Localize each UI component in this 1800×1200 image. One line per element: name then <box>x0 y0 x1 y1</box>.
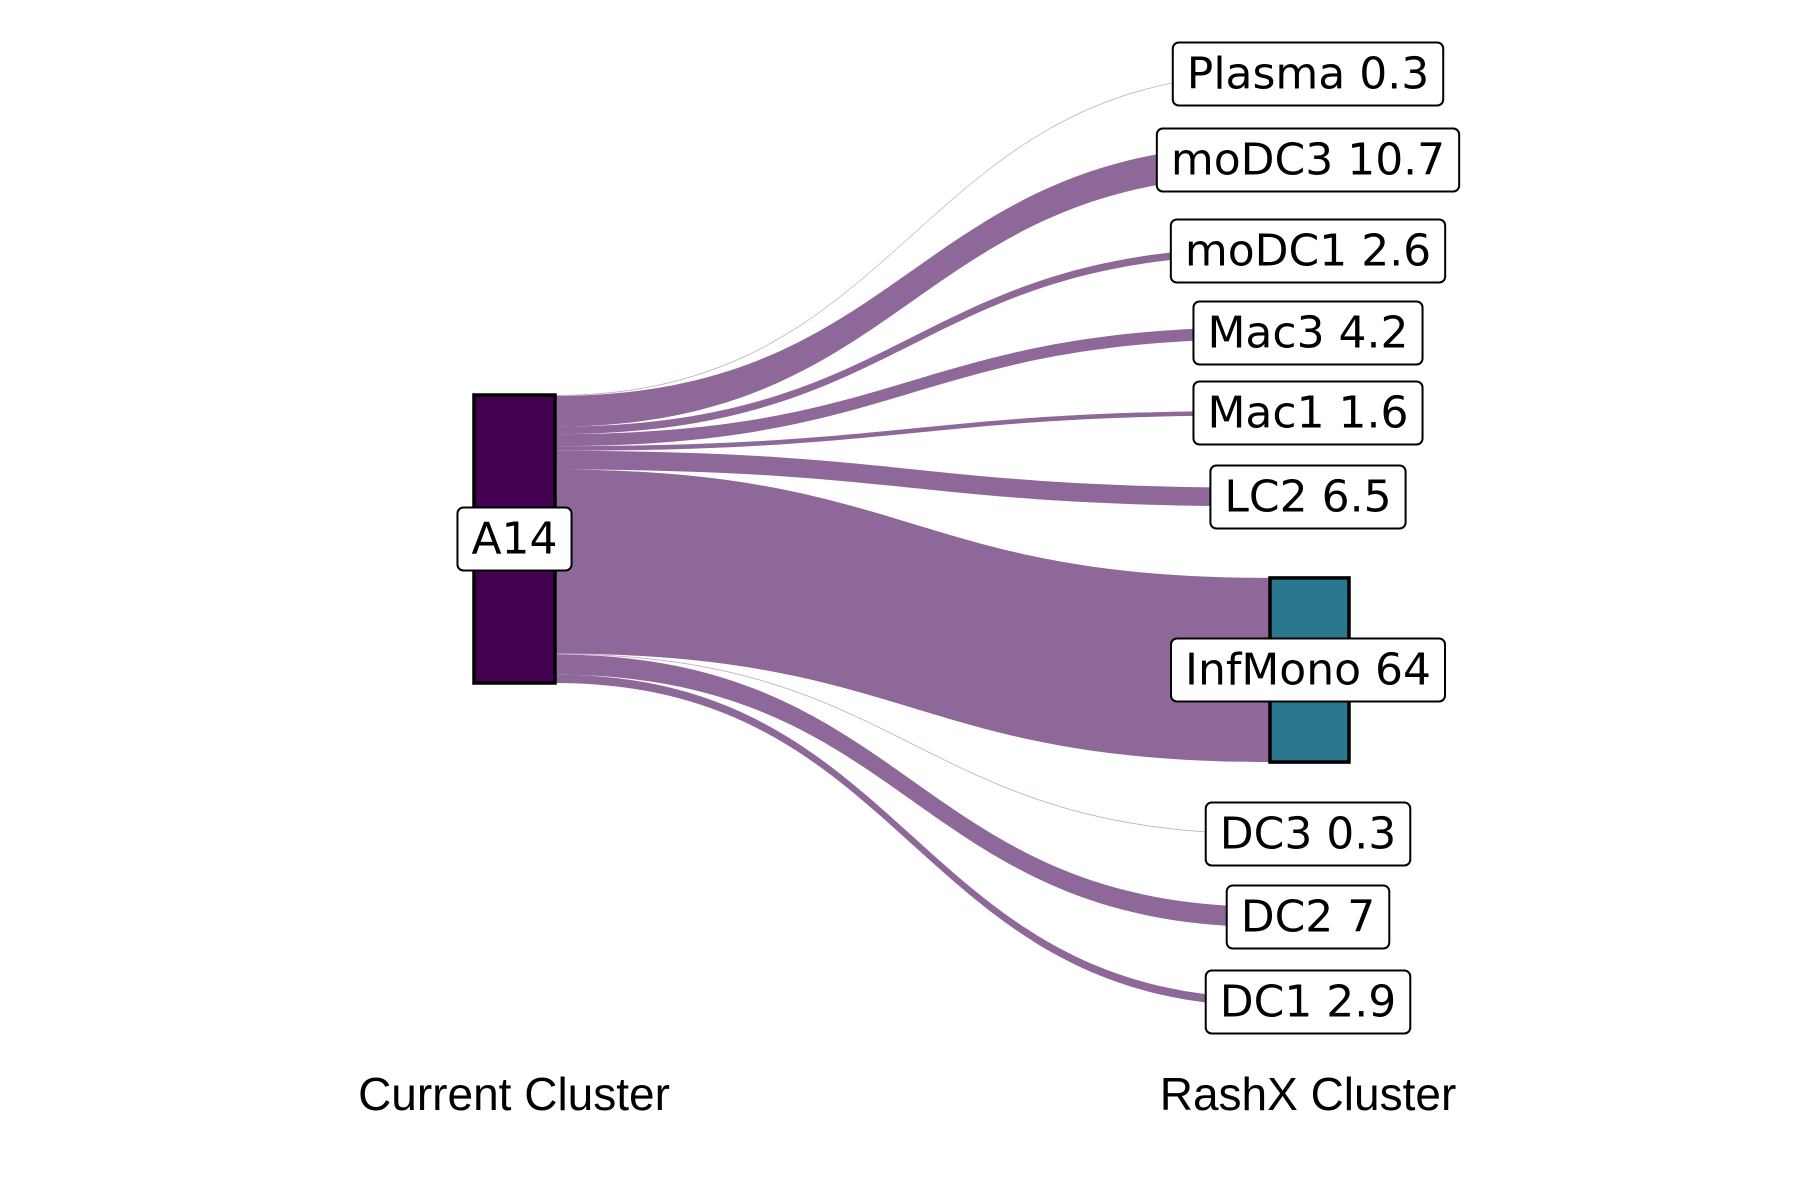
label-dc1-box <box>1204 969 1412 1035</box>
label-modc1: moDC1 2.6 <box>1169 218 1447 284</box>
axis-label-rashx-cluster: RashX Cluster <box>1160 1068 1457 1120</box>
flow-modc1 <box>555 247 1270 435</box>
label-modc3: moDC3 10.7 <box>1155 127 1461 193</box>
label-modc3-text: moDC3 10.7 <box>1171 135 1445 186</box>
label-mac3: Mac3 4.2 <box>1192 300 1424 366</box>
flow-dc3 <box>555 653 1270 835</box>
label-modc1-box <box>1169 218 1447 284</box>
label-plasma-box <box>1171 41 1445 107</box>
flow-mac1 <box>555 410 1270 451</box>
label-dc1-text: DC1 2.9 <box>1220 977 1397 1028</box>
flow-plasma <box>555 73 1270 396</box>
label-plasma-text: Plasma 0.3 <box>1187 49 1429 100</box>
label-lc2-text: LC2 6.5 <box>1224 472 1391 523</box>
label-dc3: DC3 0.3 <box>1204 801 1412 867</box>
label-dc2-box <box>1225 884 1391 950</box>
label-infmono-box <box>1169 637 1447 703</box>
label-dc3-box <box>1204 801 1412 867</box>
label-mac1: Mac1 1.6 <box>1192 380 1424 446</box>
label-modc3-box <box>1155 127 1461 193</box>
flow-lc2 <box>555 450 1270 507</box>
label-a14-text: A14 <box>471 514 557 565</box>
label-a14: A14 <box>456 506 573 572</box>
label-dc2-text: DC2 7 <box>1241 892 1376 943</box>
flow-mac3 <box>555 326 1270 447</box>
label-dc2: DC2 7 <box>1225 884 1391 950</box>
label-mac3-text: Mac3 4.2 <box>1207 308 1408 359</box>
flow-dc2 <box>555 654 1270 928</box>
label-lc2: LC2 6.5 <box>1209 464 1407 530</box>
label-modc1-text: moDC1 2.6 <box>1185 226 1431 277</box>
label-dc1: DC1 2.9 <box>1204 969 1412 1035</box>
label-mac1-box <box>1192 380 1424 446</box>
label-a14-box <box>456 506 573 572</box>
label-lc2-box <box>1209 464 1407 530</box>
label-mac3-box <box>1192 300 1424 366</box>
label-plasma: Plasma 0.3 <box>1171 41 1445 107</box>
label-mac1-text: Mac1 1.6 <box>1207 388 1408 439</box>
flow-infmono <box>555 469 1270 763</box>
label-group: A14 Plasma 0.3 moDC3 10.7 moDC1 2.6 Mac3 4.2… <box>456 41 1461 1035</box>
label-infmono: InfMono 64 <box>1169 637 1447 703</box>
flow-group <box>555 73 1270 1007</box>
label-infmono-text: InfMono 64 <box>1185 645 1431 696</box>
flow-modc3 <box>555 144 1270 427</box>
axis-label-current-cluster: Current Cluster <box>358 1068 670 1120</box>
label-dc3-text: DC3 0.3 <box>1220 809 1397 860</box>
flow-dc1 <box>555 674 1270 1007</box>
